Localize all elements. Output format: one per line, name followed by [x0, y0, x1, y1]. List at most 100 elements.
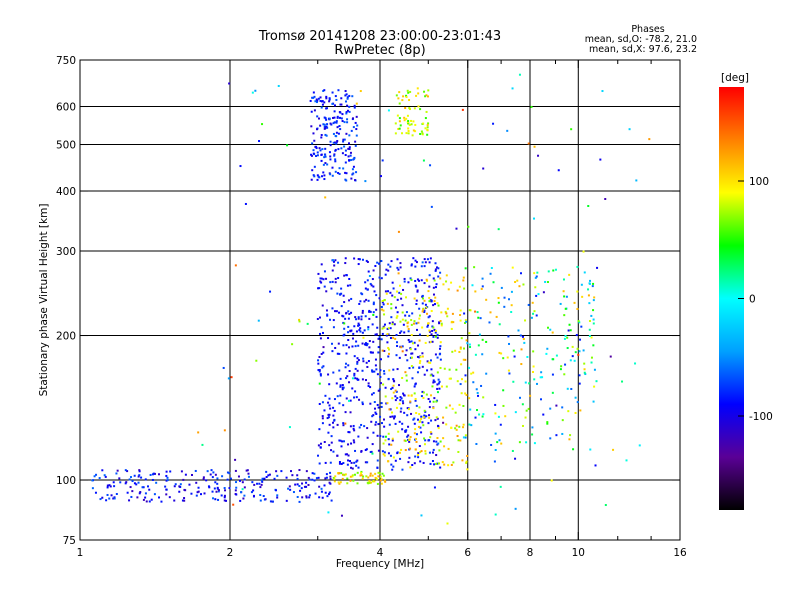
- data-point: [342, 462, 345, 465]
- data-point: [349, 475, 352, 478]
- data-point: [348, 299, 351, 302]
- chart-subtitle: RwPretec (8p): [334, 43, 425, 58]
- data-point: [409, 356, 412, 359]
- data-point: [485, 340, 488, 343]
- data-point: [405, 117, 408, 120]
- data-point: [450, 321, 453, 324]
- data-point: [216, 486, 219, 489]
- data-point: [392, 379, 395, 382]
- data-point: [462, 279, 465, 282]
- data-point: [151, 473, 154, 476]
- data-point: [532, 365, 535, 368]
- data-point: [410, 319, 413, 322]
- data-point: [338, 352, 341, 355]
- data-point: [340, 103, 343, 106]
- data-point: [422, 122, 425, 125]
- data-point: [464, 436, 467, 439]
- data-point: [384, 439, 387, 442]
- data-point: [348, 94, 351, 97]
- data-point: [407, 434, 410, 437]
- data-point: [414, 265, 417, 268]
- data-point: [353, 106, 356, 109]
- data-point: [583, 362, 586, 365]
- data-point: [305, 496, 308, 499]
- data-point: [458, 285, 461, 288]
- data-point: [582, 349, 585, 352]
- data-point: [344, 473, 347, 476]
- data-point: [417, 456, 420, 459]
- data-point: [115, 472, 118, 475]
- data-point: [432, 374, 435, 377]
- data-point: [340, 97, 343, 100]
- data-point: [316, 174, 319, 177]
- data-point: [133, 474, 136, 477]
- data-point: [351, 95, 354, 98]
- data-point: [166, 479, 169, 482]
- data-point: [392, 368, 395, 371]
- data-point: [287, 487, 290, 490]
- data-point: [305, 495, 308, 498]
- data-point: [237, 475, 240, 478]
- data-point: [357, 258, 360, 261]
- data-point: [344, 453, 347, 456]
- data-point: [109, 485, 112, 488]
- data-point: [466, 468, 469, 471]
- data-point: [202, 476, 205, 479]
- data-point: [394, 337, 397, 340]
- data-point: [383, 299, 386, 302]
- data-point: [389, 327, 392, 330]
- data-point: [392, 384, 395, 387]
- data-point: [634, 362, 637, 365]
- data-point: [377, 423, 380, 426]
- data-point: [415, 261, 418, 264]
- data-point: [420, 130, 423, 133]
- data-point: [514, 281, 517, 284]
- data-point: [214, 481, 217, 484]
- data-point: [318, 402, 321, 405]
- data-point: [371, 369, 374, 372]
- data-point: [578, 374, 581, 377]
- data-point: [504, 415, 507, 418]
- data-point: [435, 283, 438, 286]
- data-point: [251, 481, 254, 484]
- data-point: [411, 377, 414, 380]
- data-point: [430, 394, 433, 397]
- data-point: [320, 106, 323, 109]
- data-point: [160, 500, 163, 503]
- data-point: [342, 422, 345, 425]
- data-point: [355, 460, 358, 463]
- data-point: [261, 480, 264, 483]
- data-point: [364, 180, 367, 183]
- data-point: [563, 337, 566, 340]
- data-point: [354, 140, 357, 143]
- data-point: [414, 397, 417, 400]
- data-point: [347, 364, 350, 367]
- data-point: [131, 480, 134, 483]
- data-point: [380, 482, 383, 485]
- data-point: [461, 378, 464, 381]
- data-point: [328, 151, 331, 154]
- data-point: [325, 277, 328, 280]
- data-point: [230, 376, 233, 379]
- data-point: [420, 279, 423, 282]
- data-point: [423, 414, 426, 417]
- data-point: [386, 302, 389, 305]
- data-point: [571, 355, 574, 358]
- data-point: [369, 282, 372, 285]
- data-point: [416, 371, 419, 374]
- data-point: [568, 273, 571, 276]
- data-point: [260, 483, 263, 486]
- data-point: [138, 474, 141, 477]
- data-point: [414, 399, 417, 402]
- data-point: [368, 480, 371, 483]
- data-point: [390, 388, 393, 391]
- data-point: [253, 483, 256, 486]
- data-point: [347, 459, 350, 462]
- data-point: [195, 481, 198, 484]
- data-point: [234, 469, 237, 472]
- colorbar-tick-label: -100: [749, 411, 773, 423]
- data-point: [328, 481, 331, 484]
- data-point: [377, 406, 380, 409]
- data-point: [228, 487, 231, 490]
- data-point: [567, 410, 570, 413]
